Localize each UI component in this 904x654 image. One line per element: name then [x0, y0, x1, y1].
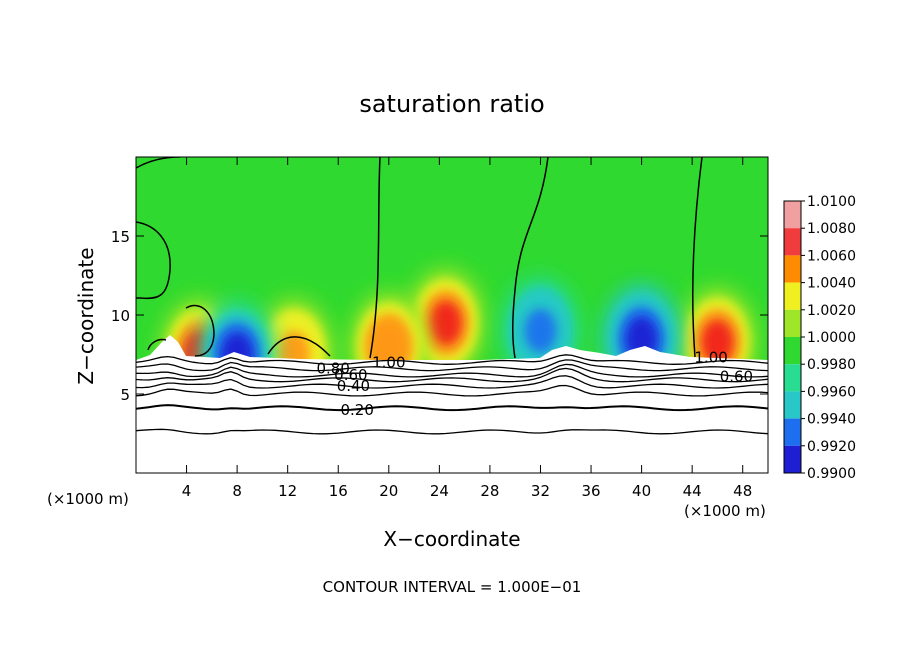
upper-contours	[136, 157, 703, 359]
colorbar-band	[784, 309, 801, 337]
contour-line	[267, 336, 331, 357]
contour-label: 1.00	[694, 349, 727, 367]
contour-lines	[136, 354, 768, 435]
colorbar-tick-label: 1.0040	[807, 276, 856, 292]
y-axis-label: Z−coordinate	[74, 247, 98, 384]
colorbar-tick-label: 0.9900	[807, 466, 856, 482]
contour-line	[136, 375, 768, 389]
field-feature	[701, 319, 734, 364]
y-tick-label: 5	[120, 386, 130, 404]
x-tick-label: 44	[683, 482, 702, 500]
colorbar-band	[784, 364, 801, 392]
x-tick-label: 16	[329, 482, 348, 500]
x-axis-label: X−coordinate	[383, 527, 520, 551]
contour-line	[147, 338, 167, 351]
x-unit-right: (×1000 m)	[684, 502, 766, 520]
contour-label: 0.80	[316, 360, 349, 378]
field-feature	[372, 324, 405, 369]
x-tick-label: 48	[733, 482, 752, 500]
x-tick-label: 40	[632, 482, 651, 500]
contour-line	[136, 363, 768, 378]
y-tick-label: 10	[111, 307, 130, 325]
colorbar-band	[784, 391, 801, 419]
contour-line	[136, 384, 768, 397]
contour-line	[136, 428, 768, 435]
x-tick-label: 24	[430, 482, 449, 500]
colorbar-tick-label: 1.0060	[807, 248, 856, 264]
colorbar-band	[784, 255, 801, 283]
contour-line	[136, 359, 768, 372]
colorbar-tick-label: 0.9960	[807, 384, 856, 400]
y-tick-label: 15	[111, 228, 130, 246]
colorbar-band	[784, 201, 801, 229]
x-unit-left: (×1000 m)	[47, 490, 129, 508]
colorbar-tick-label: 0.9920	[807, 439, 856, 455]
colorbar-band	[784, 337, 801, 365]
colorbar: 1.0100 1.0080 1.0060 1.0040 1.0020 1.0000 0.99…	[783, 194, 856, 482]
contour-line	[692, 157, 703, 358]
x-tick-label: 4	[182, 482, 192, 500]
x-tick-label: 36	[581, 482, 600, 500]
contour-label: 1.00	[372, 353, 405, 371]
colorbar-tick-label: 0.9980	[807, 357, 856, 373]
contour-line	[185, 304, 215, 357]
contour-line	[136, 221, 171, 300]
colorbar-tick-label: 1.0000	[807, 330, 856, 346]
colorbar-band	[784, 228, 801, 256]
contour-line	[136, 404, 768, 412]
colorbar-band	[784, 282, 801, 310]
x-tick-label: 32	[531, 482, 550, 500]
contour-line	[136, 367, 768, 383]
colorbar-tick-label: 1.0020	[807, 303, 856, 319]
y-axis: 5 10 15	[111, 228, 768, 404]
x-tick-label: 8	[232, 482, 242, 500]
contour-label: 0.40	[337, 377, 370, 395]
colorbar-tick-label: 0.9940	[807, 412, 856, 428]
contour-interval-note: CONTOUR INTERVAL = 1.000E−01	[323, 578, 582, 596]
x-axis: 4 8 12 16 20 24 28 32 36 40 44 48	[182, 157, 752, 500]
chart-title: saturation ratio	[359, 90, 544, 118]
contour-label: 0.60	[720, 368, 753, 386]
contour-line	[136, 354, 768, 365]
contour-line	[512, 157, 549, 359]
colorbar-band	[784, 418, 801, 446]
field-feature	[429, 300, 462, 345]
x-tick-label: 28	[480, 482, 499, 500]
x-tick-label: 20	[379, 482, 398, 500]
contour-label: 0.20	[340, 401, 373, 419]
colorbar-tick-label: 1.0100	[807, 194, 856, 210]
plot-area: 1.000.800.600.400.201.000.60	[136, 157, 768, 473]
x-tick-label: 12	[278, 482, 297, 500]
field-feature	[524, 308, 557, 353]
contour-labels: 1.000.800.600.400.201.000.60	[316, 349, 753, 419]
colorbar-band	[784, 445, 801, 473]
contour-line	[369, 157, 381, 359]
colorbar-tick-label: 1.0080	[807, 221, 856, 237]
contour-label: 0.60	[334, 366, 367, 384]
